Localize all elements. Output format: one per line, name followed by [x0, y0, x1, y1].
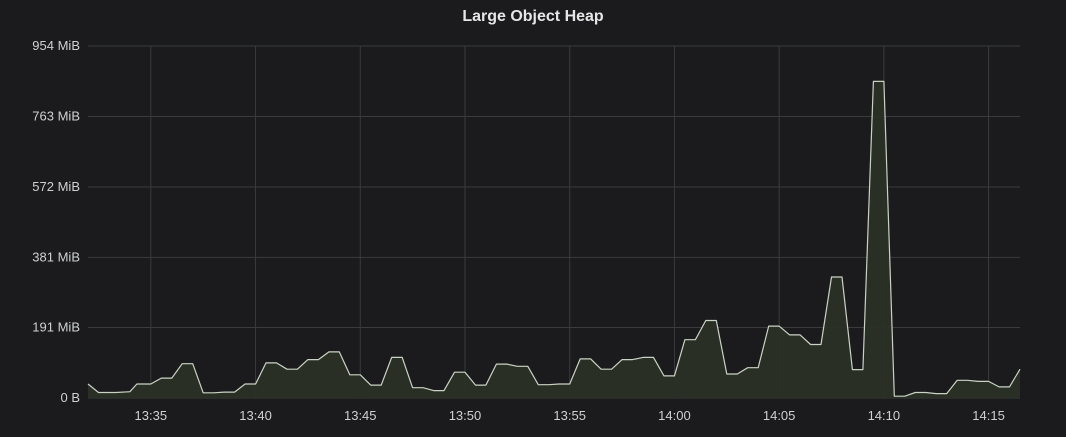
chart-title: Large Object Heap [462, 8, 604, 25]
y-tick-label: 381 MiB [32, 249, 80, 264]
x-tick-label: 14:15 [972, 408, 1005, 423]
x-tick-label: 14:10 [868, 408, 901, 423]
x-tick-label: 13:55 [553, 408, 586, 423]
y-tick-label: 572 MiB [32, 179, 80, 194]
x-tick-label: 14:05 [763, 408, 796, 423]
y-tick-label: 954 MiB [32, 38, 80, 53]
y-tick-label: 0 B [60, 390, 80, 405]
x-tick-label: 13:50 [449, 408, 482, 423]
x-tick-label: 13:40 [239, 408, 272, 423]
y-tick-label: 763 MiB [32, 108, 80, 123]
y-tick-label: 191 MiB [32, 320, 80, 335]
x-tick-label: 14:00 [658, 408, 691, 423]
x-tick-label: 13:35 [135, 408, 168, 423]
axes: 0 B 191 MiB 381 MiB 572 MiB 763 MiB 954 MiB 13… [32, 38, 1005, 423]
series-area [87, 80, 1021, 399]
series-line [87, 80, 1021, 397]
x-tick-label: 13:45 [344, 408, 377, 423]
series-fill [88, 81, 1020, 399]
